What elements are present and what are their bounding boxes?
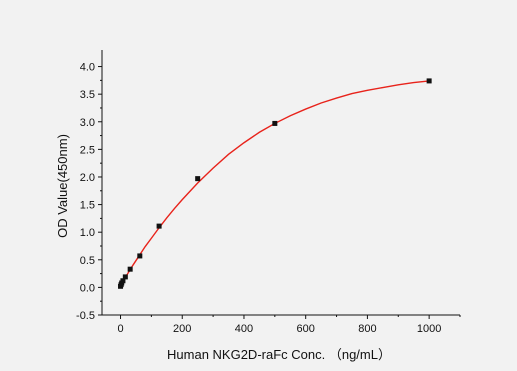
- y-tick-label: 1.5: [80, 200, 95, 212]
- y-tick-label: 3.0: [80, 117, 95, 129]
- x-tick-label: 400: [235, 323, 253, 335]
- y-tick-label: 4.0: [80, 62, 95, 74]
- data-point: [127, 266, 133, 272]
- data-point: [122, 274, 128, 280]
- data-point: [156, 223, 162, 229]
- y-tick-label: 2.5: [80, 144, 95, 156]
- y-tick-label: 3.5: [80, 89, 95, 101]
- data-points-layer: [118, 78, 432, 289]
- axes: -0.5 0.0 0.5 1.0 1.5 2.0 2.5 3.0 3.5 4.0 0 200 400 60…: [76, 50, 461, 335]
- y-tick-label: 2.0: [80, 172, 95, 184]
- fit-curve-layer: [119, 80, 430, 287]
- x-axis-title: Human NKG2D-raFc Conc. （ng/mL）: [167, 347, 391, 362]
- y-tick-label: 0.0: [80, 282, 95, 294]
- x-tick-label: 600: [297, 323, 315, 335]
- x-tick-label: 1000: [417, 323, 441, 335]
- y-tick-label: 1.0: [80, 227, 95, 239]
- data-point: [272, 120, 278, 126]
- y-tick-label: 0.5: [80, 255, 95, 267]
- x-tick-label: 0: [117, 323, 123, 335]
- data-point: [137, 253, 143, 259]
- data-point: [195, 176, 201, 182]
- x-tick-label: 200: [173, 323, 191, 335]
- data-point: [120, 278, 126, 284]
- y-axis-title: OD Value(450nm): [55, 134, 70, 238]
- y-tick-label: -0.5: [76, 310, 95, 322]
- data-point: [426, 78, 432, 84]
- x-tick-label: 800: [358, 323, 376, 335]
- fit-curve-line: [119, 80, 430, 287]
